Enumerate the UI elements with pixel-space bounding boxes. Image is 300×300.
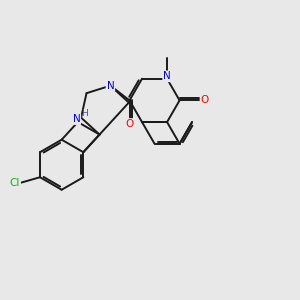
Text: O: O	[125, 119, 134, 129]
Text: Cl: Cl	[10, 178, 20, 188]
Text: N: N	[106, 81, 114, 91]
Text: N: N	[73, 114, 80, 124]
Text: H: H	[81, 109, 88, 118]
Text: O: O	[200, 95, 209, 105]
Text: N: N	[163, 71, 171, 81]
